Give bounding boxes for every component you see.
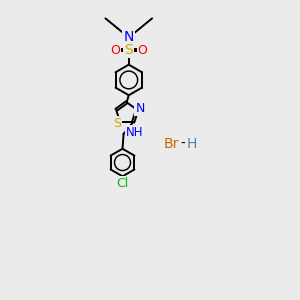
Text: S: S: [113, 117, 121, 130]
Text: N: N: [124, 31, 134, 44]
Text: O: O: [110, 44, 120, 57]
Text: NH: NH: [126, 126, 144, 139]
Text: N: N: [135, 102, 145, 115]
Text: -: -: [181, 136, 185, 151]
Text: S: S: [124, 43, 133, 57]
Text: O: O: [138, 44, 148, 57]
Text: H: H: [186, 136, 197, 151]
Text: Br: Br: [164, 136, 179, 151]
Text: Cl: Cl: [116, 177, 129, 190]
